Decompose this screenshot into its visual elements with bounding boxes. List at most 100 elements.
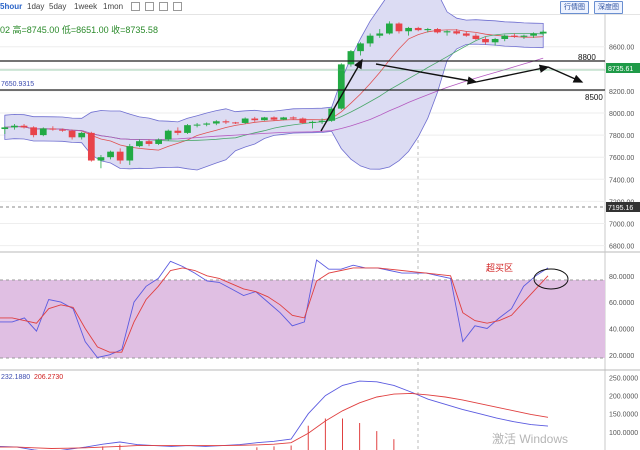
- trend-arrow-down: [375, 63, 478, 85]
- macd-tick-label: 200.0000: [609, 394, 638, 401]
- candle-body: [482, 38, 489, 43]
- candle-body: [462, 33, 470, 36]
- candle-body: [318, 120, 326, 122]
- candle-body: [11, 125, 18, 128]
- candle-body: [184, 125, 191, 133]
- draw-tool-icon[interactable]: [159, 2, 168, 11]
- timeframe-toolbar: 5hour 1day 5day 1week 1mon 行情图 深度图: [0, 0, 640, 15]
- annotation-8500: 8500: [585, 93, 603, 102]
- candle-body: [434, 29, 441, 33]
- candle-body: [357, 43, 364, 52]
- candle-body: [337, 64, 345, 109]
- candle-body: [386, 23, 393, 34]
- depth-chart-button[interactable]: 深度图: [594, 1, 623, 14]
- candle-body: [145, 141, 153, 144]
- candle-body: [193, 124, 201, 126]
- candle-body: [289, 117, 297, 119]
- kdj-panel: 80.0000 60.0000 40.0000 20.0000 超买区: [0, 259, 640, 371]
- candle-body: [328, 108, 336, 121]
- candle-body: [299, 118, 307, 123]
- tab-1week[interactable]: 1week: [74, 2, 98, 11]
- macd-tick-label: 250.0000: [609, 375, 638, 382]
- price-tick-label: 7800.00: [609, 133, 634, 140]
- dashed-tag-box: [606, 202, 640, 212]
- candle-body: [280, 117, 287, 120]
- bollinger-band: [4, 0, 544, 171]
- kdj-tick-label: 20.0000: [609, 353, 634, 360]
- price-chart-button[interactable]: 行情图: [560, 1, 589, 14]
- macd-line-red: [0, 392, 549, 449]
- candle-body: [366, 35, 374, 44]
- macd-line-blue: [0, 380, 549, 450]
- tab-5day[interactable]: 5day: [49, 2, 67, 11]
- tab-5hour[interactable]: 5hour: [0, 2, 23, 11]
- candle-body: [59, 129, 66, 131]
- candle-body: [453, 31, 461, 34]
- kdj-line-blue: [0, 259, 549, 359]
- candle-body: [116, 151, 124, 161]
- candle-body: [87, 132, 95, 161]
- candle-body: [376, 33, 384, 36]
- candle-body: [510, 35, 518, 37]
- mid-band-label: 7650.9315: [1, 81, 34, 88]
- price-tick-label: 8600.00: [609, 45, 634, 52]
- indicator-icon[interactable]: [145, 2, 154, 11]
- ohlc-readout: 02 高=8745.00 低=8651.00 收=8735.58: [0, 23, 158, 36]
- macd-tick-label: 150.0000: [609, 412, 638, 419]
- candle-body: [97, 157, 105, 161]
- candle-body: [174, 130, 182, 133]
- candle-body: [491, 38, 499, 43]
- macd-legend-blue: 232.1880: [1, 374, 31, 381]
- price-tick-label: 8200.00: [609, 89, 634, 96]
- price-tick-label: 7000.00: [609, 221, 634, 228]
- candle-body: [395, 23, 403, 32]
- overbought-zone: [0, 280, 605, 358]
- macd-tick-label: 100.0000: [609, 430, 638, 437]
- candle-body: [270, 117, 278, 120]
- price-tag-box: [606, 63, 640, 73]
- high-value: 高=8745.00: [12, 25, 60, 35]
- candles: [1, 21, 547, 169]
- candle-body: [49, 128, 57, 130]
- candle-body: [472, 35, 480, 39]
- price-tick-label: 7400.00: [609, 177, 634, 184]
- price-tick-label: 6800.00: [609, 244, 634, 251]
- tab-1day[interactable]: 1day: [27, 2, 45, 11]
- candle-body: [222, 121, 230, 123]
- close-value: 收=8735.58: [111, 25, 158, 35]
- kdj-tick-label: 60.0000: [609, 300, 634, 307]
- candle-body: [539, 31, 547, 34]
- candle-body: [232, 122, 239, 124]
- candle-body: [309, 121, 316, 123]
- candle-body: [30, 127, 38, 136]
- candle-body: [530, 33, 537, 36]
- candle-body: [443, 31, 451, 33]
- candle-body: [347, 51, 355, 65]
- candle-body: [520, 35, 528, 37]
- candle-body: [1, 127, 9, 130]
- candle-body: [212, 121, 220, 124]
- fullscreen-icon[interactable]: [131, 2, 140, 11]
- annotation-8800: 8800: [578, 53, 596, 62]
- candle-body: [241, 118, 249, 123]
- macd-histogram: [102, 418, 395, 450]
- candle-body: [501, 35, 509, 39]
- candle-body: [203, 123, 211, 125]
- candle-body: [164, 130, 172, 140]
- tab-1mon[interactable]: 1mon: [103, 2, 124, 11]
- kdj-tick-label: 80.0000: [609, 274, 634, 281]
- settings-icon[interactable]: [173, 2, 182, 11]
- candle-body: [414, 27, 422, 31]
- dashed-tag: 7195.16: [608, 205, 633, 212]
- trend-arrow-up: [320, 58, 363, 132]
- candle-body: [68, 130, 76, 138]
- price-tick-label: 7600.00: [609, 155, 634, 162]
- candle-body: [20, 125, 28, 128]
- candle-body: [251, 118, 259, 121]
- kdj-line-red: [0, 267, 549, 353]
- trend-arrow-rebound: [475, 64, 550, 83]
- macd-axis-ticks: 250.0000 200.0000 150.0000 100.0000: [609, 375, 638, 436]
- low-value: 低=8651.00: [61, 25, 109, 35]
